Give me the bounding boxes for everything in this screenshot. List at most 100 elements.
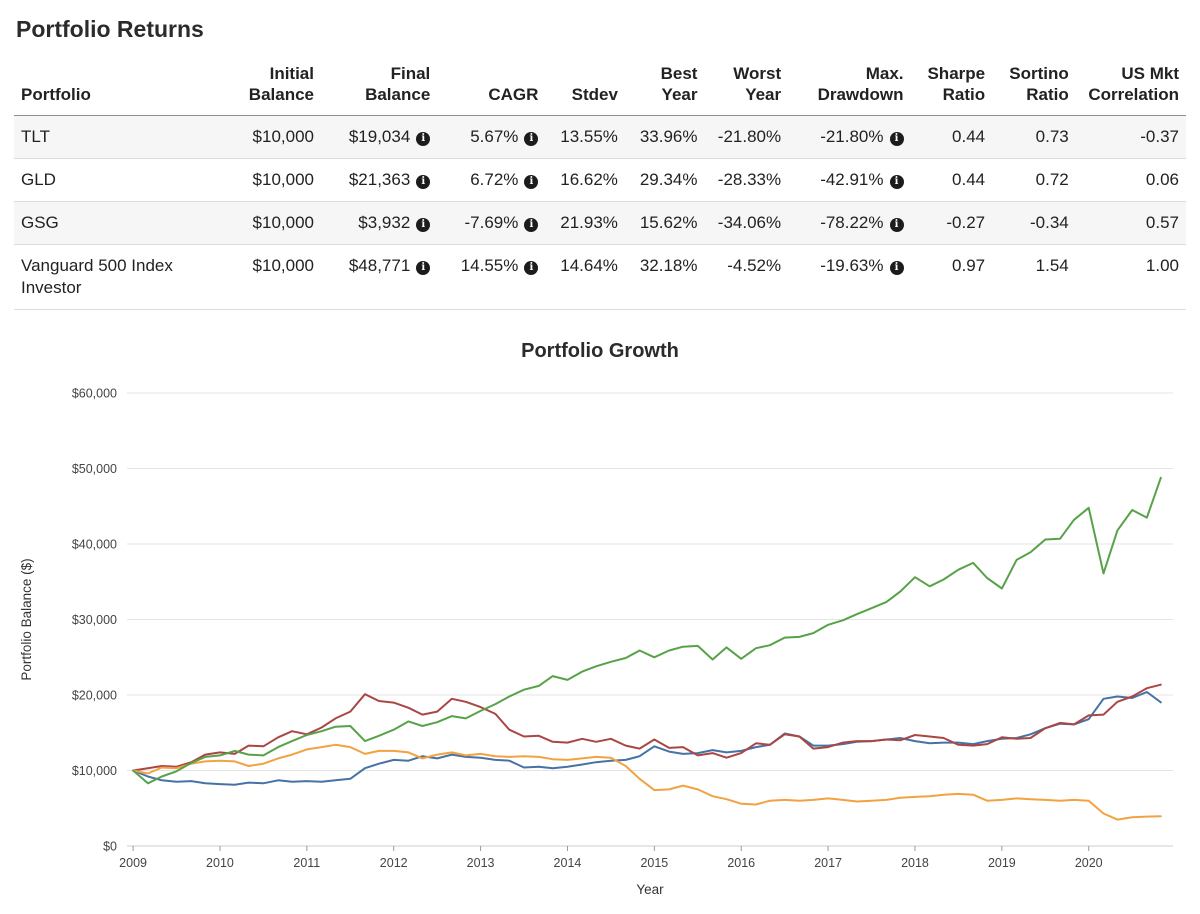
cell-cagr: -7.69% i: [437, 201, 546, 245]
cell-sortino-ratio: 0.72: [992, 158, 1076, 202]
cagr-value: 6.72%: [470, 169, 519, 189]
max-drawdown-value: -78.22%: [820, 212, 884, 232]
x-tick-label: 2020: [1075, 856, 1103, 870]
info-icon[interactable]: i: [416, 131, 431, 146]
cell-portfolio: GSG: [14, 201, 228, 245]
info-icon[interactable]: i: [889, 217, 904, 232]
x-tick-label: 2013: [467, 856, 495, 870]
cell-cagr: 6.72% i: [437, 158, 546, 202]
cell-stdev: 13.55%: [545, 115, 625, 159]
col-header-best-year: Best Year: [624, 59, 705, 116]
final-balance-value: $19,034: [348, 126, 411, 146]
info-icon[interactable]: i: [524, 131, 539, 146]
cell-max-drawdown: -78.22% i: [788, 201, 911, 245]
info-icon[interactable]: i: [416, 260, 431, 275]
x-tick-label: 2019: [988, 856, 1016, 870]
cell-sortino-ratio: 1.54: [992, 244, 1076, 310]
x-tick-label: 2017: [814, 856, 842, 870]
cell-worst-year: -34.06%: [704, 201, 789, 245]
cell-stdev: 16.62%: [545, 158, 625, 202]
cell-sharpe-ratio: 0.97: [910, 244, 993, 310]
col-header-worst-year: Worst Year: [704, 59, 789, 116]
cell-portfolio: Vanguard 500 Index Investor: [14, 244, 228, 310]
x-tick-label: 2011: [293, 856, 320, 870]
x-tick-label: 2018: [901, 856, 929, 870]
info-icon[interactable]: i: [889, 174, 904, 189]
max-drawdown-value: -42.91%: [820, 169, 884, 189]
cell-portfolio: TLT: [14, 115, 228, 159]
cell-final-balance: $48,771 i: [321, 244, 438, 310]
info-icon[interactable]: i: [889, 260, 904, 275]
info-icon[interactable]: i: [524, 174, 539, 189]
series-line-gld: [132, 683, 1162, 772]
cell-initial-balance: $10,000: [227, 115, 321, 159]
info-icon[interactable]: i: [524, 260, 539, 275]
cell-best-year: 32.18%: [624, 244, 705, 310]
portfolio-growth-chart: $0 $10,000 $20,000 $30,000 $40,000 $50,000 $60…: [15, 379, 1185, 906]
chart-title: Portfolio Growth: [521, 339, 679, 362]
max-drawdown-value: -19.63%: [820, 255, 884, 275]
cell-cagr: 14.55% i: [437, 244, 546, 310]
y-tick-label: $60,000: [72, 386, 117, 400]
cell-max-drawdown: -42.91% i: [788, 158, 911, 202]
series-line-tlt: [132, 690, 1162, 786]
table-row: Vanguard 500 Index Investor $10,000 $48,…: [14, 244, 1186, 310]
final-balance-value: $21,363: [348, 169, 411, 189]
table-row: TLT $10,000 $19,034 i 5.67% i 13.55% 33.96…: [14, 115, 1186, 159]
cell-final-balance: $3,932 i: [321, 201, 438, 245]
y-tick-label: $20,000: [72, 688, 117, 702]
cagr-value: 14.55%: [460, 255, 519, 275]
cell-sortino-ratio: -0.34: [992, 201, 1076, 245]
cell-us-mkt-correlation: 1.00: [1075, 244, 1186, 310]
portfolio-growth-svg: $0 $10,000 $20,000 $30,000 $40,000 $50,000 $60…: [19, 386, 1173, 897]
cell-worst-year: -28.33%: [704, 158, 789, 202]
col-header-initial-balance: Initial Balance: [227, 59, 321, 116]
col-header-final-balance: Final Balance: [321, 59, 438, 116]
col-header-sharpe-ratio: Sharpe Ratio: [910, 59, 993, 116]
page-title: Portfolio Returns: [16, 16, 204, 42]
portfolio-growth-section: Portfolio Growth $0 $10,000 $20,000 $30,000…: [14, 340, 1186, 906]
table-header-row: Portfolio Initial Balance Final Balance …: [14, 59, 1186, 116]
x-tick-label: 2009: [119, 856, 147, 870]
info-icon[interactable]: i: [524, 217, 539, 232]
col-header-max-drawdown: Max. Drawdown: [788, 59, 911, 116]
cell-sharpe-ratio: 0.44: [910, 158, 993, 202]
x-axis-label: Year: [636, 882, 664, 897]
y-tick-label: $0: [103, 839, 117, 853]
cell-best-year: 15.62%: [624, 201, 705, 245]
info-icon[interactable]: i: [416, 217, 431, 232]
cell-worst-year: -21.80%: [704, 115, 789, 159]
final-balance-value: $3,932: [358, 212, 411, 232]
cell-max-drawdown: -19.63% i: [788, 244, 911, 310]
cell-stdev: 14.64%: [545, 244, 625, 310]
col-header-us-mkt-correlation: US Mkt Correlation: [1075, 59, 1186, 116]
cagr-value: 5.67%: [470, 126, 519, 146]
y-tick-label: $50,000: [72, 462, 117, 476]
cell-us-mkt-correlation: 0.06: [1075, 158, 1186, 202]
cell-cagr: 5.67% i: [437, 115, 546, 159]
max-drawdown-value: -21.80%: [820, 126, 884, 146]
y-tick-label: $40,000: [72, 537, 117, 551]
cell-initial-balance: $10,000: [227, 201, 321, 245]
series-line-vanguard-500-index-investor: [132, 476, 1162, 785]
table-row: GLD $10,000 $21,363 i 6.72% i 16.62% 29.34…: [14, 158, 1186, 202]
series-line-gsg: [132, 743, 1162, 821]
cell-sharpe-ratio: 0.44: [910, 115, 993, 159]
cell-final-balance: $21,363 i: [321, 158, 438, 202]
cell-initial-balance: $10,000: [227, 244, 321, 310]
info-icon[interactable]: i: [416, 174, 431, 189]
cell-portfolio: GLD: [14, 158, 228, 202]
cell-best-year: 29.34%: [624, 158, 705, 202]
y-axis-label: Portfolio Balance ($): [19, 558, 34, 680]
info-icon[interactable]: i: [889, 131, 904, 146]
col-header-stdev: Stdev: [545, 59, 625, 116]
x-tick-label: 2015: [640, 856, 668, 870]
cell-initial-balance: $10,000: [227, 158, 321, 202]
cell-stdev: 21.93%: [545, 201, 625, 245]
final-balance-value: $48,771: [348, 255, 411, 275]
col-header-cagr: CAGR: [437, 59, 546, 116]
y-tick-label: $10,000: [72, 764, 117, 778]
cell-sharpe-ratio: -0.27: [910, 201, 993, 245]
x-tick-label: 2010: [206, 856, 234, 870]
